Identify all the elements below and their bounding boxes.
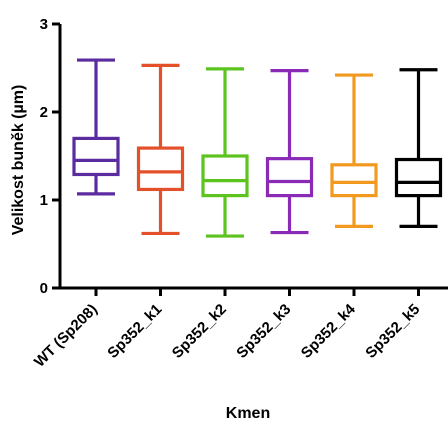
box-5 xyxy=(330,73,378,228)
x-tick-label: Sp352_k4 xyxy=(298,300,359,361)
iqr-box xyxy=(265,157,314,198)
iqr-box xyxy=(394,157,443,198)
x-tick-label: Sp352_k5 xyxy=(362,301,423,362)
boxes xyxy=(72,58,443,238)
box-3 xyxy=(201,67,249,238)
x-tick-label: WT (Sp208) xyxy=(31,301,101,371)
y-axis: 0 1 2 3 xyxy=(40,16,62,297)
x-axis: WT (Sp208) Sp352_k1 Sp352_k2 Sp352_k3 Sp352_… xyxy=(31,286,448,371)
x-axis-title: Kmen xyxy=(226,405,270,422)
iqr-box xyxy=(136,146,185,192)
y-tick-label: 1 xyxy=(40,192,48,209)
iqr-box xyxy=(201,154,249,198)
iqr-box xyxy=(330,163,378,198)
box-4 xyxy=(265,69,314,235)
x-tick-label: Sp352_k1 xyxy=(104,301,165,362)
x-tick-label: Sp352_k2 xyxy=(169,301,230,362)
x-tick-label: Sp352_k3 xyxy=(233,301,294,362)
y-tick-label: 3 xyxy=(40,16,48,33)
y-tick-label: 0 xyxy=(40,280,48,297)
y-axis-title: Velikost buněk (µm) xyxy=(10,85,27,236)
y-tick-label: 2 xyxy=(40,104,48,121)
box-2 xyxy=(136,63,185,236)
box-1 xyxy=(72,58,120,196)
iqr-box xyxy=(72,136,120,177)
box-6 xyxy=(394,68,443,228)
